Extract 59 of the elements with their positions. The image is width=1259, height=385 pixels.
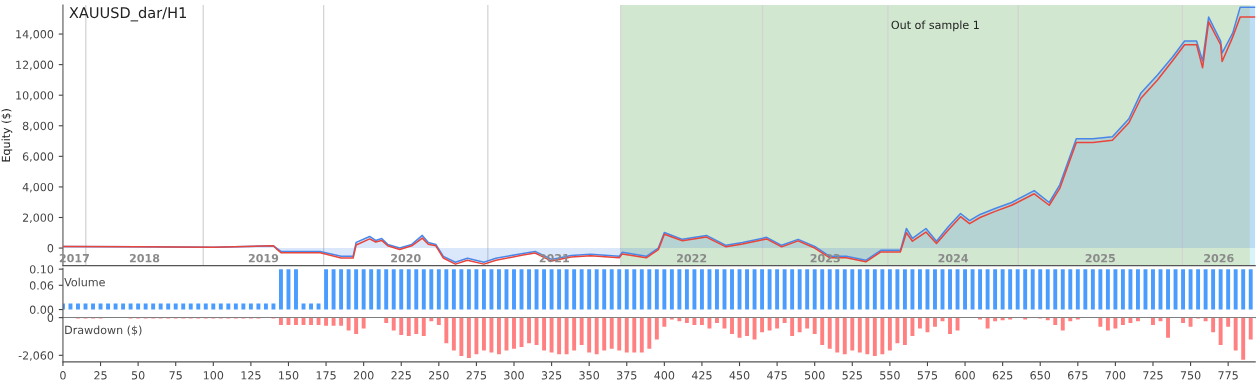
y-tick-label: 0 [47, 244, 54, 253]
x-tick-label: 175 [316, 371, 336, 380]
x-tick-label: 600 [955, 371, 975, 380]
x-tick-label: 525 [842, 371, 862, 380]
y-tick-label: 0.10 [29, 265, 54, 274]
y-tick-label: 6,000 [22, 152, 54, 162]
x-tick-label: 400 [654, 371, 675, 380]
annotation: 2025 [1085, 253, 1115, 263]
x-tick-label: 325 [541, 371, 562, 380]
y-tick-label: 0.00 [29, 305, 54, 314]
y-tick-label: 2,000 [22, 213, 54, 224]
x-tick-label: 250 [429, 371, 449, 380]
y-tick-label: -2,060 [18, 351, 54, 361]
x-tick-label: 650 [1030, 371, 1051, 380]
x-tick-label: 475 [767, 371, 787, 380]
annotation: 2021 [539, 253, 569, 263]
x-tick-label: 675 [1067, 371, 1088, 380]
x-tick-label: 700 [1105, 371, 1126, 380]
x-tick-label: 500 [804, 371, 825, 380]
y-axis-title: Volume [64, 277, 105, 287]
x-tick-label: 125 [241, 371, 261, 380]
y-axis-title: Equity ($) [1, 109, 13, 162]
x-tick-label: 450 [729, 371, 750, 380]
x-tick-label: 550 [880, 371, 900, 380]
annotation: 2019 [248, 253, 279, 263]
x-tick-label: 750 [1180, 371, 1201, 380]
y-tick-label: 10,000 [16, 91, 54, 101]
annotation: 2024 [938, 253, 969, 263]
band-label: Out of sample 1 [891, 20, 979, 32]
chart-title: XAUUSD_dar/H1 [69, 6, 186, 22]
x-tick-label: 50 [131, 371, 145, 380]
x-tick-label: 725 [1143, 371, 1163, 380]
x-tick-label: 100 [203, 371, 224, 380]
annotation: 2018 [129, 253, 160, 263]
x-tick-label: 200 [353, 371, 374, 380]
x-tick-label: 575 [917, 371, 938, 380]
y-axis-title: Drawdown ($) [65, 325, 142, 336]
annotation: 2023 [810, 253, 840, 263]
x-tick-label: 225 [391, 371, 411, 380]
y-tick-label: 4,000 [22, 182, 54, 193]
x-tick-label: 25 [94, 371, 107, 380]
x-tick-label: 75 [169, 371, 182, 380]
x-tick-label: 425 [691, 371, 712, 380]
y-tick-label: 8,000 [22, 121, 54, 132]
x-tick-label: 300 [504, 371, 524, 380]
y-tick-label: 14,000 [16, 30, 54, 40]
y-tick-label: 0 [47, 313, 54, 322]
annotation: 2022 [677, 253, 707, 263]
x-tick-label: 625 [992, 371, 1013, 380]
x-tick-label: 150 [279, 371, 299, 380]
y-tick-label: 0.06 [29, 281, 54, 290]
x-tick-label: 375 [617, 371, 637, 380]
annotation: 2026 [1204, 253, 1234, 263]
x-tick-label: 275 [466, 371, 487, 380]
x-tick-label: 350 [579, 371, 600, 380]
annotation: 2020 [391, 253, 421, 263]
x-tick-label: 775 [1218, 371, 1238, 380]
x-tick-label: 0 [60, 371, 66, 380]
y-tick-label: 12,000 [16, 60, 54, 71]
